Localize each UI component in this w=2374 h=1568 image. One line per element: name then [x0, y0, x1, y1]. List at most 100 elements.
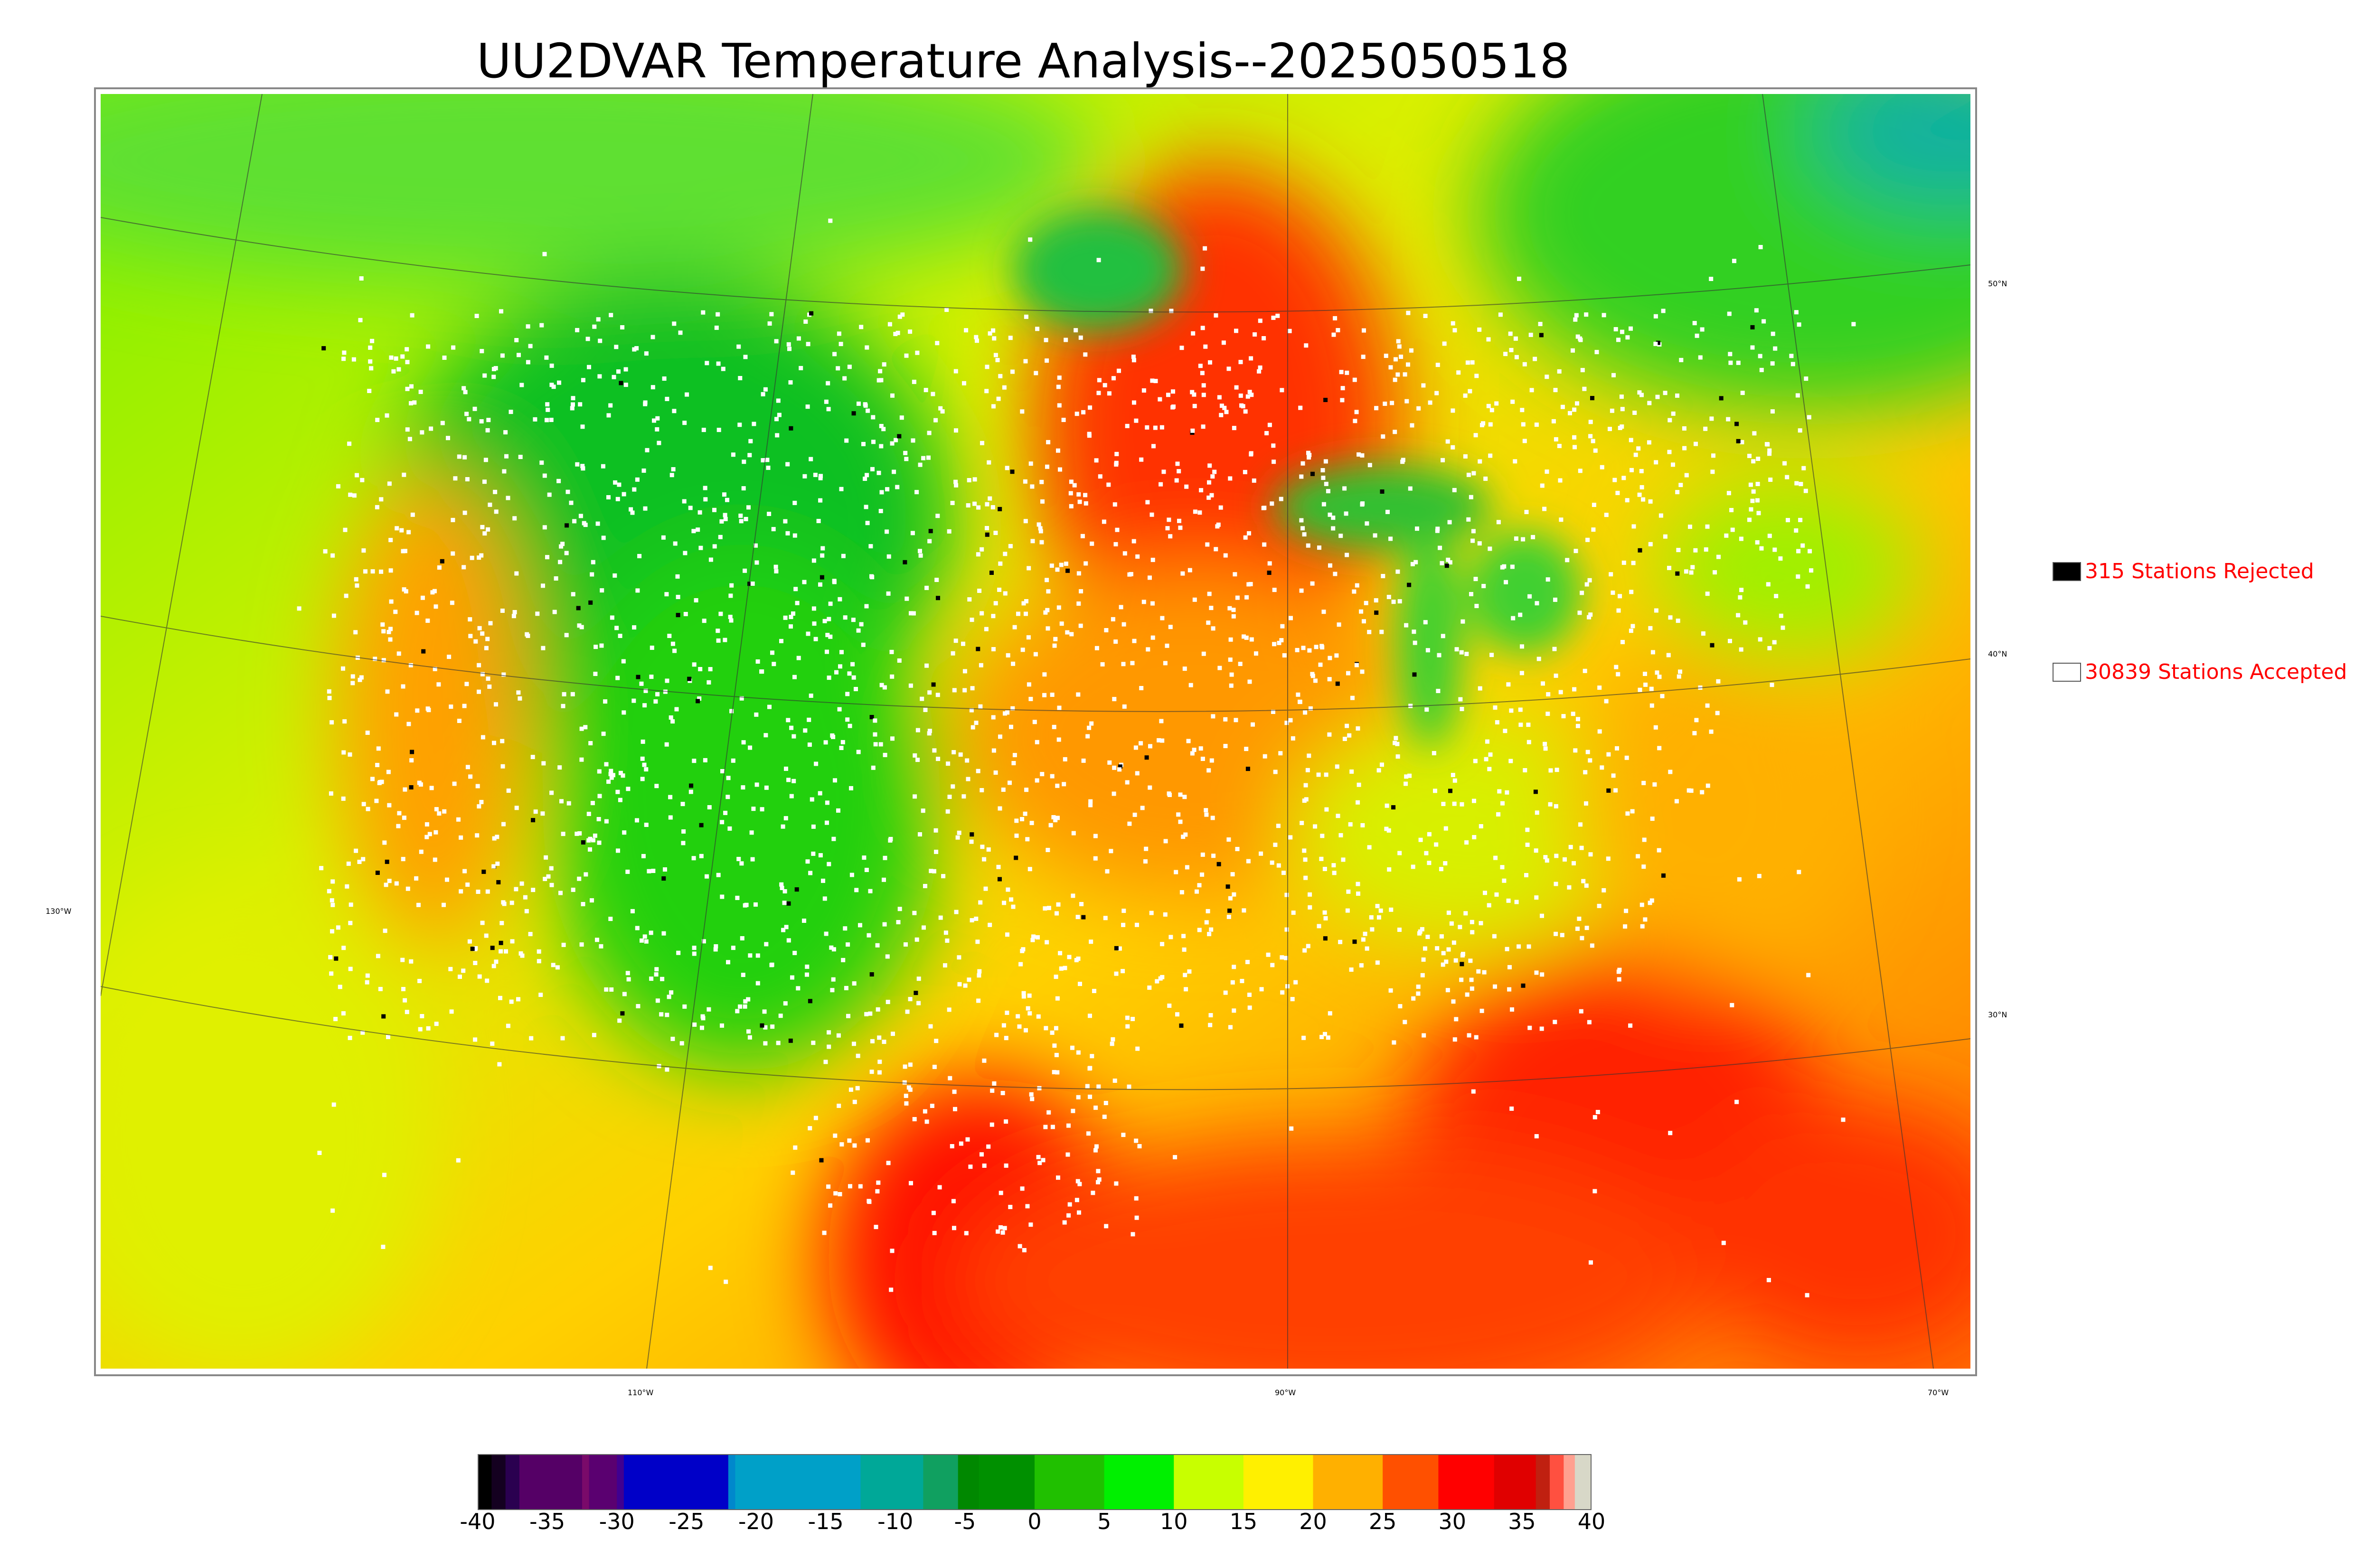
- accepted-station: [992, 1081, 997, 1086]
- accepted-station: [766, 465, 771, 470]
- accepted-station: [502, 469, 507, 474]
- accepted-station: [1445, 988, 1450, 993]
- accepted-station: [774, 569, 779, 573]
- accepted-station: [720, 894, 725, 899]
- accepted-station: [1141, 600, 1146, 604]
- accepted-station: [1070, 1045, 1074, 1050]
- accepted-station: [1511, 616, 1516, 620]
- accepted-station: [1441, 802, 1446, 806]
- accepted-station: [580, 464, 585, 469]
- accepted-station: [1347, 733, 1352, 738]
- accepted-station: [1406, 362, 1410, 367]
- accepted-station: [1050, 1030, 1055, 1035]
- accepted-station: [1495, 720, 1499, 724]
- accepted-station: [1395, 372, 1400, 377]
- accepted-station: [665, 678, 669, 683]
- accepted-station: [445, 877, 449, 882]
- accepted-station: [1506, 898, 1511, 903]
- accepted-station: [785, 531, 790, 535]
- accepted-station: [1389, 907, 1394, 912]
- accepted-station: [1212, 469, 1217, 474]
- accepted-station: [601, 732, 606, 736]
- accepted-station: [916, 976, 921, 981]
- accepted-station: [996, 864, 1001, 869]
- accepted-station: [1573, 549, 1578, 554]
- accepted-station: [1059, 563, 1064, 567]
- accepted-station: [1365, 521, 1369, 526]
- accepted-station: [613, 480, 618, 485]
- accepted-station: [1640, 924, 1645, 929]
- rejected-station: [998, 877, 1002, 882]
- accepted-station: [1701, 631, 1705, 636]
- accepted-station: [1233, 572, 1237, 577]
- accepted-station: [663, 867, 667, 872]
- rejected-station: [1065, 568, 1070, 573]
- accepted-station: [1639, 469, 1644, 473]
- accepted-station: [1630, 809, 1635, 814]
- accepted-station: [1261, 506, 1266, 510]
- accepted-station: [946, 761, 951, 766]
- accepted-station: [577, 876, 582, 881]
- accepted-station: [415, 610, 419, 615]
- accepted-station: [405, 360, 410, 365]
- accepted-station: [406, 530, 411, 535]
- accepted-station: [930, 1104, 934, 1108]
- accepted-station: [1028, 1222, 1033, 1227]
- accepted-station: [1028, 696, 1033, 701]
- accepted-station: [1149, 512, 1154, 517]
- accepted-station: [1616, 969, 1621, 974]
- map-frame: 50°N 40°N 30°N: [94, 87, 2007, 1376]
- accepted-station: [1465, 992, 1470, 997]
- accepted-station: [415, 708, 420, 713]
- accepted-station: [612, 573, 617, 578]
- accepted-station: [1125, 1015, 1130, 1020]
- accepted-station: [954, 428, 958, 433]
- accepted-station: [826, 381, 830, 385]
- accepted-station: [1525, 843, 1530, 847]
- accepted-station: [1518, 723, 1523, 727]
- accepted-station: [737, 423, 742, 427]
- accepted-station: [520, 953, 525, 958]
- accepted-station: [1485, 739, 1489, 744]
- accepted-station: [1097, 378, 1102, 383]
- accepted-station: [862, 855, 867, 860]
- accepted-station: [996, 396, 1001, 401]
- accepted-station: [870, 575, 875, 580]
- accepted-station: [1738, 595, 1743, 600]
- accepted-station: [1191, 331, 1196, 336]
- lon-label: 70°W: [1928, 1388, 1949, 1397]
- accepted-station: [1654, 460, 1658, 465]
- accepted-station: [908, 1087, 913, 1092]
- accepted-station: [1298, 405, 1303, 410]
- accepted-station: [1667, 565, 1671, 570]
- accepted-station: [549, 883, 554, 887]
- accepted-station: [561, 942, 566, 947]
- accepted-station: [626, 787, 631, 791]
- accepted-station: [1314, 645, 1319, 649]
- accepted-station: [1303, 875, 1308, 880]
- accepted-station: [699, 854, 704, 858]
- accepted-station: [601, 464, 605, 469]
- accepted-station: [480, 349, 484, 354]
- accepted-station: [1464, 840, 1469, 845]
- accepted-station: [1649, 686, 1654, 691]
- accepted-station: [420, 1014, 424, 1018]
- accepted-station: [1219, 404, 1224, 408]
- accepted-station: [386, 1034, 390, 1039]
- accepted-station: [931, 392, 935, 396]
- accepted-station: [1249, 393, 1254, 397]
- accepted-station: [620, 325, 625, 329]
- accepted-station: [754, 902, 758, 907]
- rejected-station: [696, 699, 700, 704]
- accepted-station: [1468, 389, 1472, 394]
- accepted-station: [1520, 644, 1524, 649]
- accepted-station: [1177, 518, 1181, 523]
- accepted-station: [405, 886, 410, 891]
- accepted-station: [692, 946, 697, 950]
- accepted-station: [1140, 806, 1145, 810]
- accepted-station: [1176, 812, 1181, 817]
- accepted-station: [414, 876, 419, 881]
- accepted-station: [814, 761, 819, 766]
- accepted-station: [1424, 851, 1429, 855]
- accepted-station: [1238, 662, 1243, 666]
